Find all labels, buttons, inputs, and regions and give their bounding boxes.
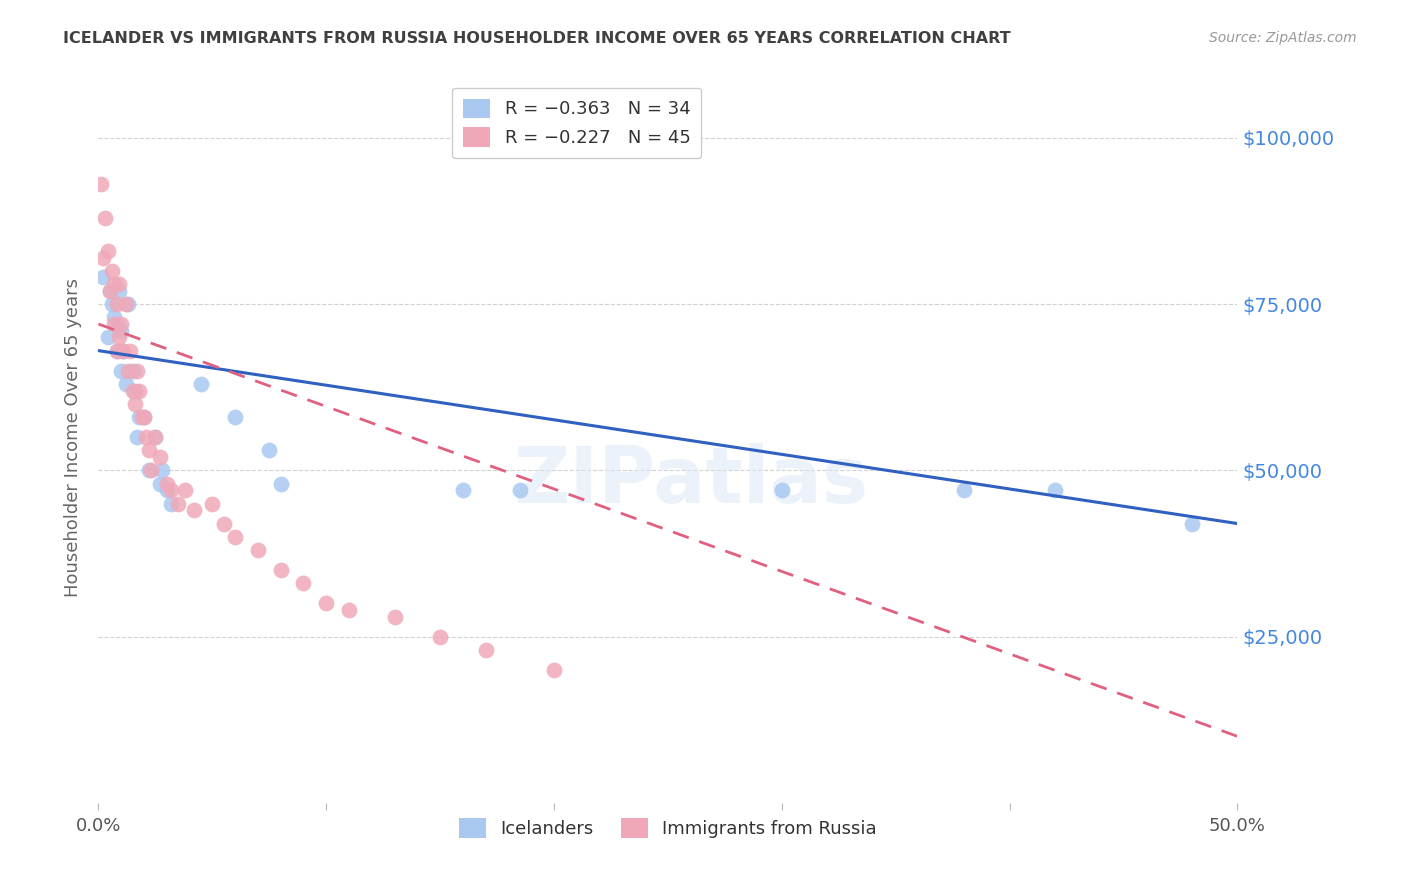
Point [543,663,565,677]
Point [105,317,128,331]
Point [139,463,162,477]
Point [105,297,128,311]
Point [112,343,135,358]
Point [101,264,124,278]
Y-axis label: Householder Income Over 65 years: Householder Income Over 65 years [65,277,83,597]
Point [96,244,118,258]
Point [132,410,155,425]
Point [101,297,124,311]
Point [167,497,190,511]
Point [474,643,496,657]
Point [98,284,121,298]
Point [112,343,135,358]
Point [156,476,179,491]
Point [451,483,474,498]
Point [124,384,146,398]
Point [138,443,160,458]
Point [131,410,153,425]
Point [183,503,205,517]
Point [145,430,167,444]
Point [105,343,128,358]
Point [108,284,131,298]
Point [224,410,246,425]
Text: Source: ZipAtlas.com: Source: ZipAtlas.com [1209,31,1357,45]
Point [117,297,139,311]
Text: ZIPatlas: ZIPatlas [513,443,868,519]
Point [127,430,149,444]
Point [315,596,337,610]
Point [145,430,167,444]
Point [91,270,114,285]
Point [1043,483,1066,498]
Point [127,363,149,377]
Point [96,330,118,344]
Point [117,363,139,377]
Point [1181,516,1204,531]
Point [121,384,143,398]
Point [108,277,131,292]
Point [292,576,315,591]
Point [108,330,131,344]
Point [384,609,406,624]
Point [135,430,157,444]
Point [103,277,125,292]
Point [103,317,125,331]
Point [98,284,121,298]
Point [132,410,155,425]
Text: ICELANDER VS IMMIGRANTS FROM RUSSIA HOUSEHOLDER INCOME OVER 65 YEARS CORRELATION: ICELANDER VS IMMIGRANTS FROM RUSSIA HOUS… [63,31,1011,46]
Point [91,251,114,265]
Point [103,310,125,325]
Point [429,630,451,644]
Point [105,343,128,358]
Point [114,297,136,311]
Point [770,483,793,498]
Point [114,376,136,391]
Point [124,397,146,411]
Point [110,324,132,338]
Point [246,543,269,558]
Point [94,211,117,225]
Legend: Icelanders, Immigrants from Russia: Icelanders, Immigrants from Russia [451,811,884,845]
Point [90,178,112,192]
Point [201,497,224,511]
Point [212,516,235,531]
Point [121,363,143,377]
Point [953,483,976,498]
Point [110,363,132,377]
Point [128,384,150,398]
Point [149,450,172,464]
Point [120,343,142,358]
Point [190,376,212,391]
Point [270,563,292,577]
Point [270,476,292,491]
Point [156,483,179,498]
Point [509,483,531,498]
Point [224,530,246,544]
Point [128,410,150,425]
Point [337,603,360,617]
Point [174,483,197,498]
Point [138,463,160,477]
Point [110,317,132,331]
Point [149,476,172,491]
Point [150,463,173,477]
Point [259,443,281,458]
Point [160,483,183,498]
Point [160,497,183,511]
